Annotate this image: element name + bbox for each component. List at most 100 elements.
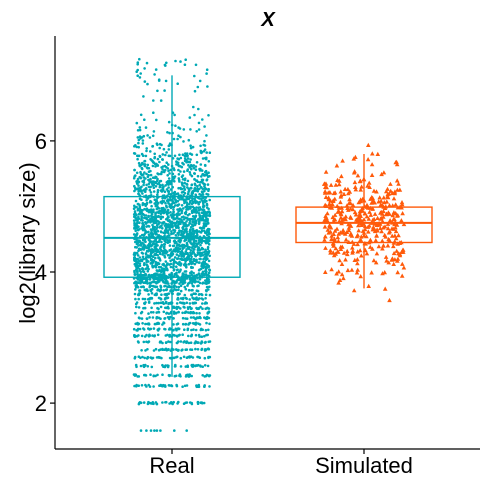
data-point (177, 400, 180, 404)
data-point (170, 222, 174, 226)
data-point (135, 251, 139, 255)
data-point (133, 215, 136, 218)
data-point (136, 136, 140, 139)
data-point (184, 365, 188, 368)
data-point (207, 259, 211, 263)
data-point (186, 157, 190, 160)
data-point (207, 340, 210, 344)
data-point (355, 173, 361, 178)
data-point (192, 210, 196, 214)
data-point (174, 224, 178, 228)
data-point (193, 277, 196, 281)
data-point (185, 297, 188, 301)
data-point (135, 205, 138, 209)
data-point (156, 193, 159, 196)
data-point (188, 281, 191, 285)
data-point (161, 269, 165, 273)
data-point (203, 148, 207, 151)
data-point (137, 249, 140, 252)
data-point (141, 355, 144, 359)
data-point (181, 178, 185, 181)
data-point (200, 169, 204, 172)
data-point (341, 191, 347, 196)
data-point (153, 152, 156, 156)
data-point (380, 271, 385, 276)
data-point (143, 306, 147, 310)
data-point (203, 183, 207, 186)
data-point (146, 322, 149, 326)
data-point (348, 223, 353, 228)
data-point (188, 171, 192, 174)
data-point (333, 251, 338, 256)
data-point (135, 121, 139, 125)
data-point (157, 310, 160, 314)
data-point (206, 245, 210, 249)
data-point (188, 302, 192, 305)
data-point (177, 157, 181, 161)
data-point (133, 152, 137, 155)
data-point (181, 153, 185, 156)
data-point (167, 169, 170, 173)
data-point (152, 190, 156, 193)
data-point (337, 258, 342, 263)
data-point (169, 211, 172, 214)
data-point (182, 355, 186, 359)
data-point (322, 237, 327, 242)
data-point (168, 249, 171, 252)
data-point (146, 220, 149, 224)
data-point (146, 402, 150, 406)
data-point (323, 213, 328, 218)
data-point (172, 310, 176, 314)
data-point (198, 214, 201, 217)
data-point (336, 280, 341, 285)
data-point (140, 317, 144, 320)
data-point (158, 226, 162, 229)
data-point (164, 252, 168, 255)
data-point (177, 293, 180, 296)
data-point (333, 246, 339, 251)
data-point (174, 246, 178, 250)
data-point (137, 281, 140, 285)
data-point (133, 226, 136, 229)
data-point (177, 220, 181, 224)
data-point (155, 317, 158, 320)
data-point (143, 80, 147, 83)
data-point (199, 248, 202, 252)
data-point (162, 262, 165, 266)
data-point (198, 268, 201, 272)
data-point (158, 160, 161, 164)
data-point (151, 316, 155, 319)
data-point (192, 284, 195, 288)
data-point (191, 228, 195, 231)
data-point (164, 300, 168, 304)
data-point (357, 211, 363, 216)
data-point (199, 364, 202, 368)
data-point (137, 297, 140, 301)
data-point (153, 429, 156, 432)
data-point (182, 402, 186, 406)
data-point (146, 356, 150, 359)
data-point (172, 208, 175, 211)
data-point (343, 257, 348, 262)
data-point (180, 211, 183, 215)
data-point (157, 322, 161, 325)
data-point (338, 230, 343, 235)
data-point (340, 229, 346, 234)
data-point (138, 175, 141, 179)
data-point (142, 224, 145, 228)
data-point (149, 185, 152, 189)
data-point (188, 212, 191, 216)
data-point (179, 365, 183, 368)
data-point (194, 63, 198, 67)
data-point (356, 228, 361, 233)
data-point (350, 245, 355, 250)
data-point (147, 267, 150, 271)
data-point (180, 181, 184, 184)
data-point (196, 242, 200, 246)
data-point (144, 154, 148, 158)
plot-area (103, 57, 433, 432)
data-point (188, 189, 191, 192)
data-point (346, 200, 352, 205)
data-point (141, 221, 144, 225)
data-point (193, 74, 196, 78)
